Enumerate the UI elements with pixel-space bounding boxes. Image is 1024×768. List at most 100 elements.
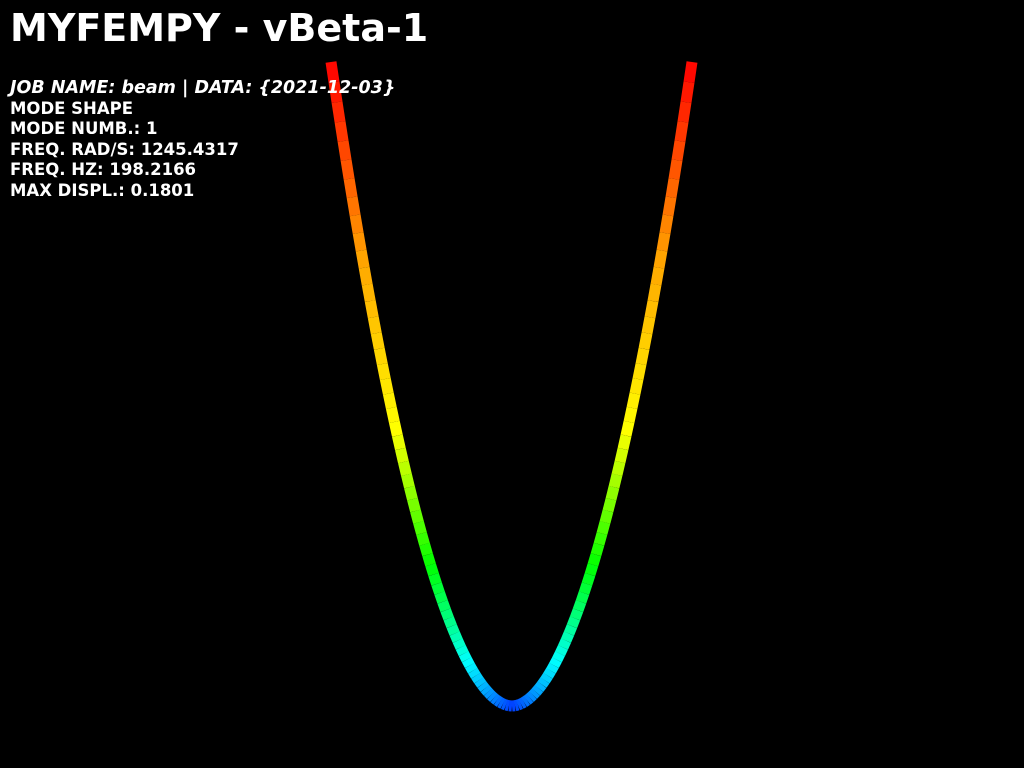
beam-segment (629, 377, 644, 395)
beam-segment (513, 699, 520, 712)
beam-segment (428, 572, 442, 586)
beam-segment (665, 177, 680, 199)
beam-segment (608, 473, 623, 489)
beam-segment (497, 697, 506, 709)
beam-segment (555, 645, 568, 657)
beam-segment (680, 81, 695, 103)
beam-segment (656, 232, 671, 252)
beam-segment (626, 392, 641, 410)
max-displacement: MAX DISPL.: 0.1801 (10, 180, 195, 200)
beam-segment (605, 485, 620, 501)
beam-segment (385, 406, 400, 424)
beam-segment (523, 693, 534, 705)
beam-segment (404, 485, 418, 501)
beam-segment (376, 362, 391, 381)
beam-segment (520, 695, 531, 707)
beam-segment (334, 120, 349, 142)
beam-segment (392, 434, 406, 451)
beam-segment (443, 616, 457, 629)
beam-segment (379, 377, 394, 395)
beam-segment (581, 572, 596, 586)
beam-segment (440, 608, 454, 621)
beam-segment (671, 140, 686, 161)
beam-segment (395, 447, 409, 464)
beam-segment (471, 672, 484, 684)
beam-segment (683, 61, 698, 84)
beam-segment (422, 553, 436, 567)
mode-number: MODE NUMB.: 1 (10, 119, 158, 138)
beam-segment (455, 645, 469, 657)
beam-segment (493, 695, 503, 707)
beam-segment (477, 681, 490, 692)
beam-segment (677, 101, 692, 123)
beam-segment (526, 691, 537, 702)
beam-segment (382, 392, 397, 410)
beam-segment (617, 434, 632, 451)
beam-segment (434, 591, 448, 604)
beam-segment (635, 347, 650, 366)
beam-segment (346, 196, 361, 217)
beam-segment (407, 497, 421, 513)
beam-segment (593, 531, 608, 546)
app-title: MYFEMPY - vBeta-1 (10, 6, 429, 50)
deformed-beam (325, 61, 698, 712)
beam-segment (458, 651, 472, 663)
beam-segment (419, 542, 433, 557)
beam-segment (449, 631, 463, 643)
beam-segment (461, 657, 475, 669)
beam-segment (516, 698, 523, 711)
beam-segment (464, 662, 478, 674)
frequency-hz: FREQ. HZ: 198.2166 (10, 160, 197, 179)
beam-segment (529, 688, 540, 699)
beam-segment (623, 406, 638, 424)
beam-segment (343, 177, 358, 199)
beam-segment (388, 420, 403, 437)
beam-segment (474, 677, 487, 688)
beam-segment (534, 681, 547, 692)
beam-segment (638, 332, 653, 350)
beam-segment (662, 196, 677, 217)
beam-segment (337, 140, 352, 161)
beam-segment (370, 332, 385, 350)
beam-segment (552, 651, 565, 663)
beam-segment (540, 672, 553, 684)
beam-segment (373, 347, 388, 366)
beam-segment (483, 688, 495, 699)
beam-segment (500, 698, 508, 711)
beam-segment (518, 697, 527, 709)
beam-segment (602, 497, 617, 513)
beam-segment (487, 691, 498, 702)
beam-segment (328, 81, 343, 103)
beam-segment (401, 473, 415, 489)
beam-segment (611, 460, 626, 476)
beam-segment (572, 600, 587, 613)
beam-segment (437, 599, 451, 613)
beam-segment (659, 214, 674, 235)
job-name-line: JOB NAME: beam | DATA: {2021-12-03} (10, 78, 396, 98)
beam-segment (431, 582, 445, 595)
beam-segment (331, 101, 346, 123)
beam-segment (480, 684, 493, 696)
beam-segment (668, 159, 683, 180)
beam-segment (504, 699, 511, 712)
beam-segment (641, 316, 656, 335)
beam-segment (566, 616, 581, 629)
beam-segment (596, 520, 611, 535)
beam-segment (650, 266, 665, 286)
beam-segment (358, 266, 373, 286)
beam-segment (557, 638, 572, 650)
beam-segment (531, 684, 544, 696)
frequency-rad: FREQ. RAD/S: 1245.4317 (10, 139, 239, 159)
beam-segment (549, 657, 562, 669)
beam-segment (563, 624, 578, 636)
beam-segment (355, 249, 370, 269)
beam-segment (575, 591, 590, 604)
beam-segment (490, 693, 501, 705)
beam-segment (653, 249, 668, 269)
beam-segment (398, 460, 412, 476)
beam-segment (468, 667, 481, 679)
beam-segment (584, 563, 599, 577)
beam-segment (599, 509, 614, 524)
